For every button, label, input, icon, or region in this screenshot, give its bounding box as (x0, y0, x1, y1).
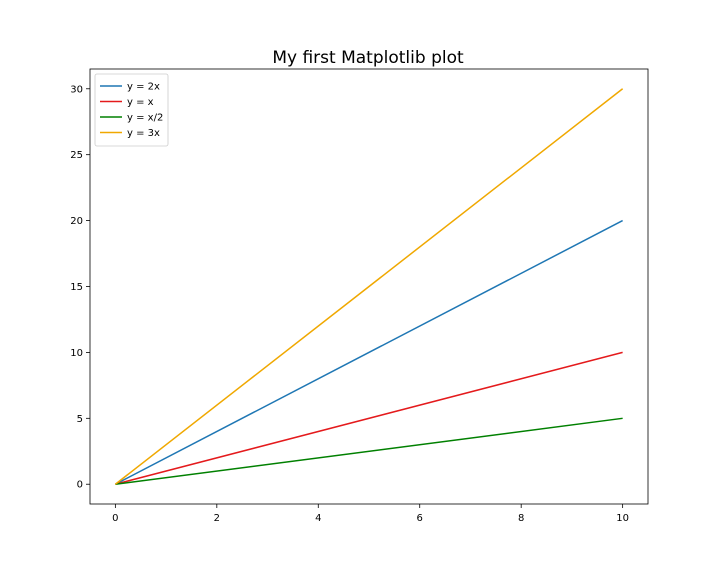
x-axis: 0 2 4 6 8 10 (112, 504, 629, 524)
series-line-0 (115, 219, 623, 485)
y-tick-label: 10 (70, 348, 83, 359)
x-tick-label: 10 (616, 513, 629, 524)
series-line-2 (115, 417, 623, 485)
y-tick-label: 25 (70, 150, 83, 161)
y-tick-label: 30 (70, 84, 83, 95)
legend-label: y = 2x (127, 82, 160, 93)
y-tick-label: 20 (70, 216, 83, 227)
series-line-1 (115, 351, 623, 485)
y-tick-label: 15 (70, 282, 83, 293)
legend-label: y = x/2 (127, 113, 163, 124)
series-line-3 (114, 88, 624, 485)
legend: y = 2x y = x y = x/2 y = 3x (94, 73, 169, 147)
x-tick-label: 4 (315, 513, 321, 524)
y-tick-label: 0 (77, 480, 83, 491)
legend-label: y = x (127, 97, 154, 108)
y-tick-label: 5 (77, 414, 83, 425)
y-axis: 0 5 10 15 20 25 30 (70, 84, 90, 491)
legend-label: y = 3x (127, 128, 160, 139)
x-tick-label: 0 (112, 513, 118, 524)
series-lines (114, 88, 624, 485)
x-tick-label: 2 (214, 513, 220, 524)
legend-box (94, 73, 169, 147)
chart-title: My first Matplotlib plot (272, 48, 464, 68)
x-tick-label: 8 (518, 513, 524, 524)
x-tick-label: 6 (417, 513, 423, 524)
